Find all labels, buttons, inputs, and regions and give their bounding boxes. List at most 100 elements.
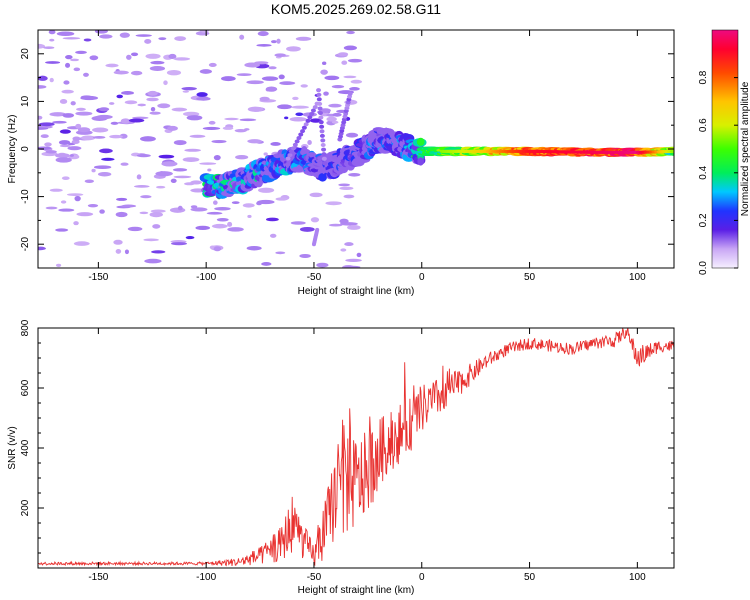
spectrogram-blob	[58, 208, 75, 212]
spectrogram-blob	[132, 116, 149, 120]
spectrogram-blob	[295, 36, 312, 41]
spectrogram-blob	[83, 38, 92, 42]
spectrogram-blob	[285, 156, 291, 161]
y-tick-label: 10	[20, 95, 31, 107]
spectrogram-blob	[170, 178, 177, 183]
spectrogram-blob	[227, 227, 244, 232]
snr-ylabel: SNR (v/v)	[7, 426, 18, 469]
spectrogram-blob	[177, 205, 183, 211]
spectrogram-blob	[417, 157, 425, 166]
spectrogram-blob	[343, 75, 357, 79]
colorbar-tick-label: 0.0	[698, 261, 709, 275]
colorbar-tick-label: 0.2	[698, 213, 709, 227]
colorbar-gradient	[711, 29, 739, 269]
spectrogram-blob	[247, 139, 262, 144]
spectrogram-blob	[322, 161, 328, 166]
x-tick-label: 0	[419, 272, 425, 283]
x-tick-label: 50	[524, 272, 536, 283]
spectrogram-blob	[271, 40, 277, 44]
spectrogram-blob	[158, 154, 175, 159]
spectrogram-blob	[269, 233, 277, 238]
spectrogram-blob	[149, 65, 166, 71]
spectrogram-blob	[207, 168, 212, 172]
spectrogram-blob	[242, 203, 255, 208]
spectrogram-blob	[121, 204, 137, 208]
spectrogram-blob	[99, 148, 113, 154]
spectrogram-blob	[350, 79, 363, 84]
spectrogram-blob	[275, 197, 288, 201]
spectrogram-blob	[339, 186, 354, 191]
spectrogram-blob	[48, 30, 56, 35]
spectrogram-blob	[356, 252, 362, 258]
spectrogram-blob	[73, 241, 90, 246]
spectrogram-blob	[38, 122, 55, 127]
spectrogram-blob	[120, 162, 129, 166]
spectrogram-blob	[266, 217, 279, 222]
spectrogram-blob	[211, 139, 227, 144]
spectrogram-blob	[259, 96, 270, 102]
spectrogram-blobs	[38, 30, 674, 268]
spectrogram-blob	[75, 50, 87, 55]
spectrogram-blob	[331, 85, 345, 89]
spectrogram-blob	[65, 55, 73, 60]
y-tick-label: 800	[20, 319, 31, 336]
x-tick-label: -150	[88, 572, 108, 583]
spectrogram-blob	[312, 105, 318, 110]
spectrogram-blob	[152, 224, 161, 229]
spectrogram-blob	[319, 129, 325, 134]
spectrogram-blob	[263, 152, 268, 156]
x-tick-label: -100	[196, 572, 216, 583]
spectrogram-blob	[52, 120, 67, 124]
spectrogram-blob	[323, 91, 329, 96]
spectrogram-blob	[331, 120, 339, 124]
spectrogram-blob	[320, 143, 326, 148]
spectrogram-blob	[199, 30, 209, 33]
spectrogram-blob	[343, 45, 358, 51]
spectrogram-blob	[298, 132, 304, 137]
spectrogram-blob	[320, 108, 331, 113]
spectrogram-blob	[190, 180, 203, 185]
spectrogram-blob	[99, 209, 105, 214]
spectrogram-blob	[317, 106, 323, 111]
spectrogram-blob	[345, 258, 362, 262]
spectrogram-blob	[63, 80, 70, 85]
spectrogram-blob	[67, 146, 82, 151]
spectrogram-blob-group	[38, 30, 674, 268]
y-tick-label: 0	[20, 146, 31, 152]
spectrogram-blob	[270, 142, 281, 146]
colorbar-tick-label: 0.4	[698, 165, 709, 179]
spectrogram-blob	[151, 250, 166, 254]
spectrogram-blob	[337, 52, 349, 57]
spectrogram-blob	[173, 57, 191, 61]
spectrogram-blob	[55, 157, 72, 163]
spectrogram-blob	[146, 97, 159, 102]
spectrogram-blob	[216, 218, 229, 222]
spectrogram-blob	[195, 225, 211, 231]
spectrogram-x-ticks: -150 -100 -50 0 50 100	[88, 30, 646, 283]
y-tick-label: 600	[20, 379, 31, 396]
spectrogram-blob	[186, 115, 203, 121]
spectrogram-blob	[299, 226, 315, 232]
spectrogram-blob	[317, 101, 323, 106]
spectrogram-blob	[292, 96, 299, 101]
spectrogram-blob	[109, 134, 123, 139]
spectrogram-blob	[158, 37, 167, 41]
spectrogram-blob	[265, 86, 278, 92]
spectrogram-blob	[301, 125, 307, 130]
spectrogram-blob	[256, 43, 272, 47]
spectrogram-blob	[38, 43, 46, 49]
x-tick-label: 100	[629, 272, 646, 283]
spectrogram-blob	[121, 91, 134, 95]
spectrogram-blob	[343, 194, 355, 199]
spectrogram-blob	[75, 123, 82, 129]
spectrogram-blob	[317, 111, 323, 116]
spectrogram-xlabel: Height of straight line (km)	[298, 286, 415, 297]
spectrogram-blob	[289, 117, 307, 122]
spectrogram-blob	[290, 221, 306, 225]
spectrogram-blob	[136, 153, 151, 158]
spectrogram-blob	[110, 121, 119, 125]
spectrogram-blob	[95, 114, 113, 120]
snr-y-ticks: 200 400 600 800	[20, 319, 674, 554]
spectrogram-blob	[316, 92, 322, 97]
